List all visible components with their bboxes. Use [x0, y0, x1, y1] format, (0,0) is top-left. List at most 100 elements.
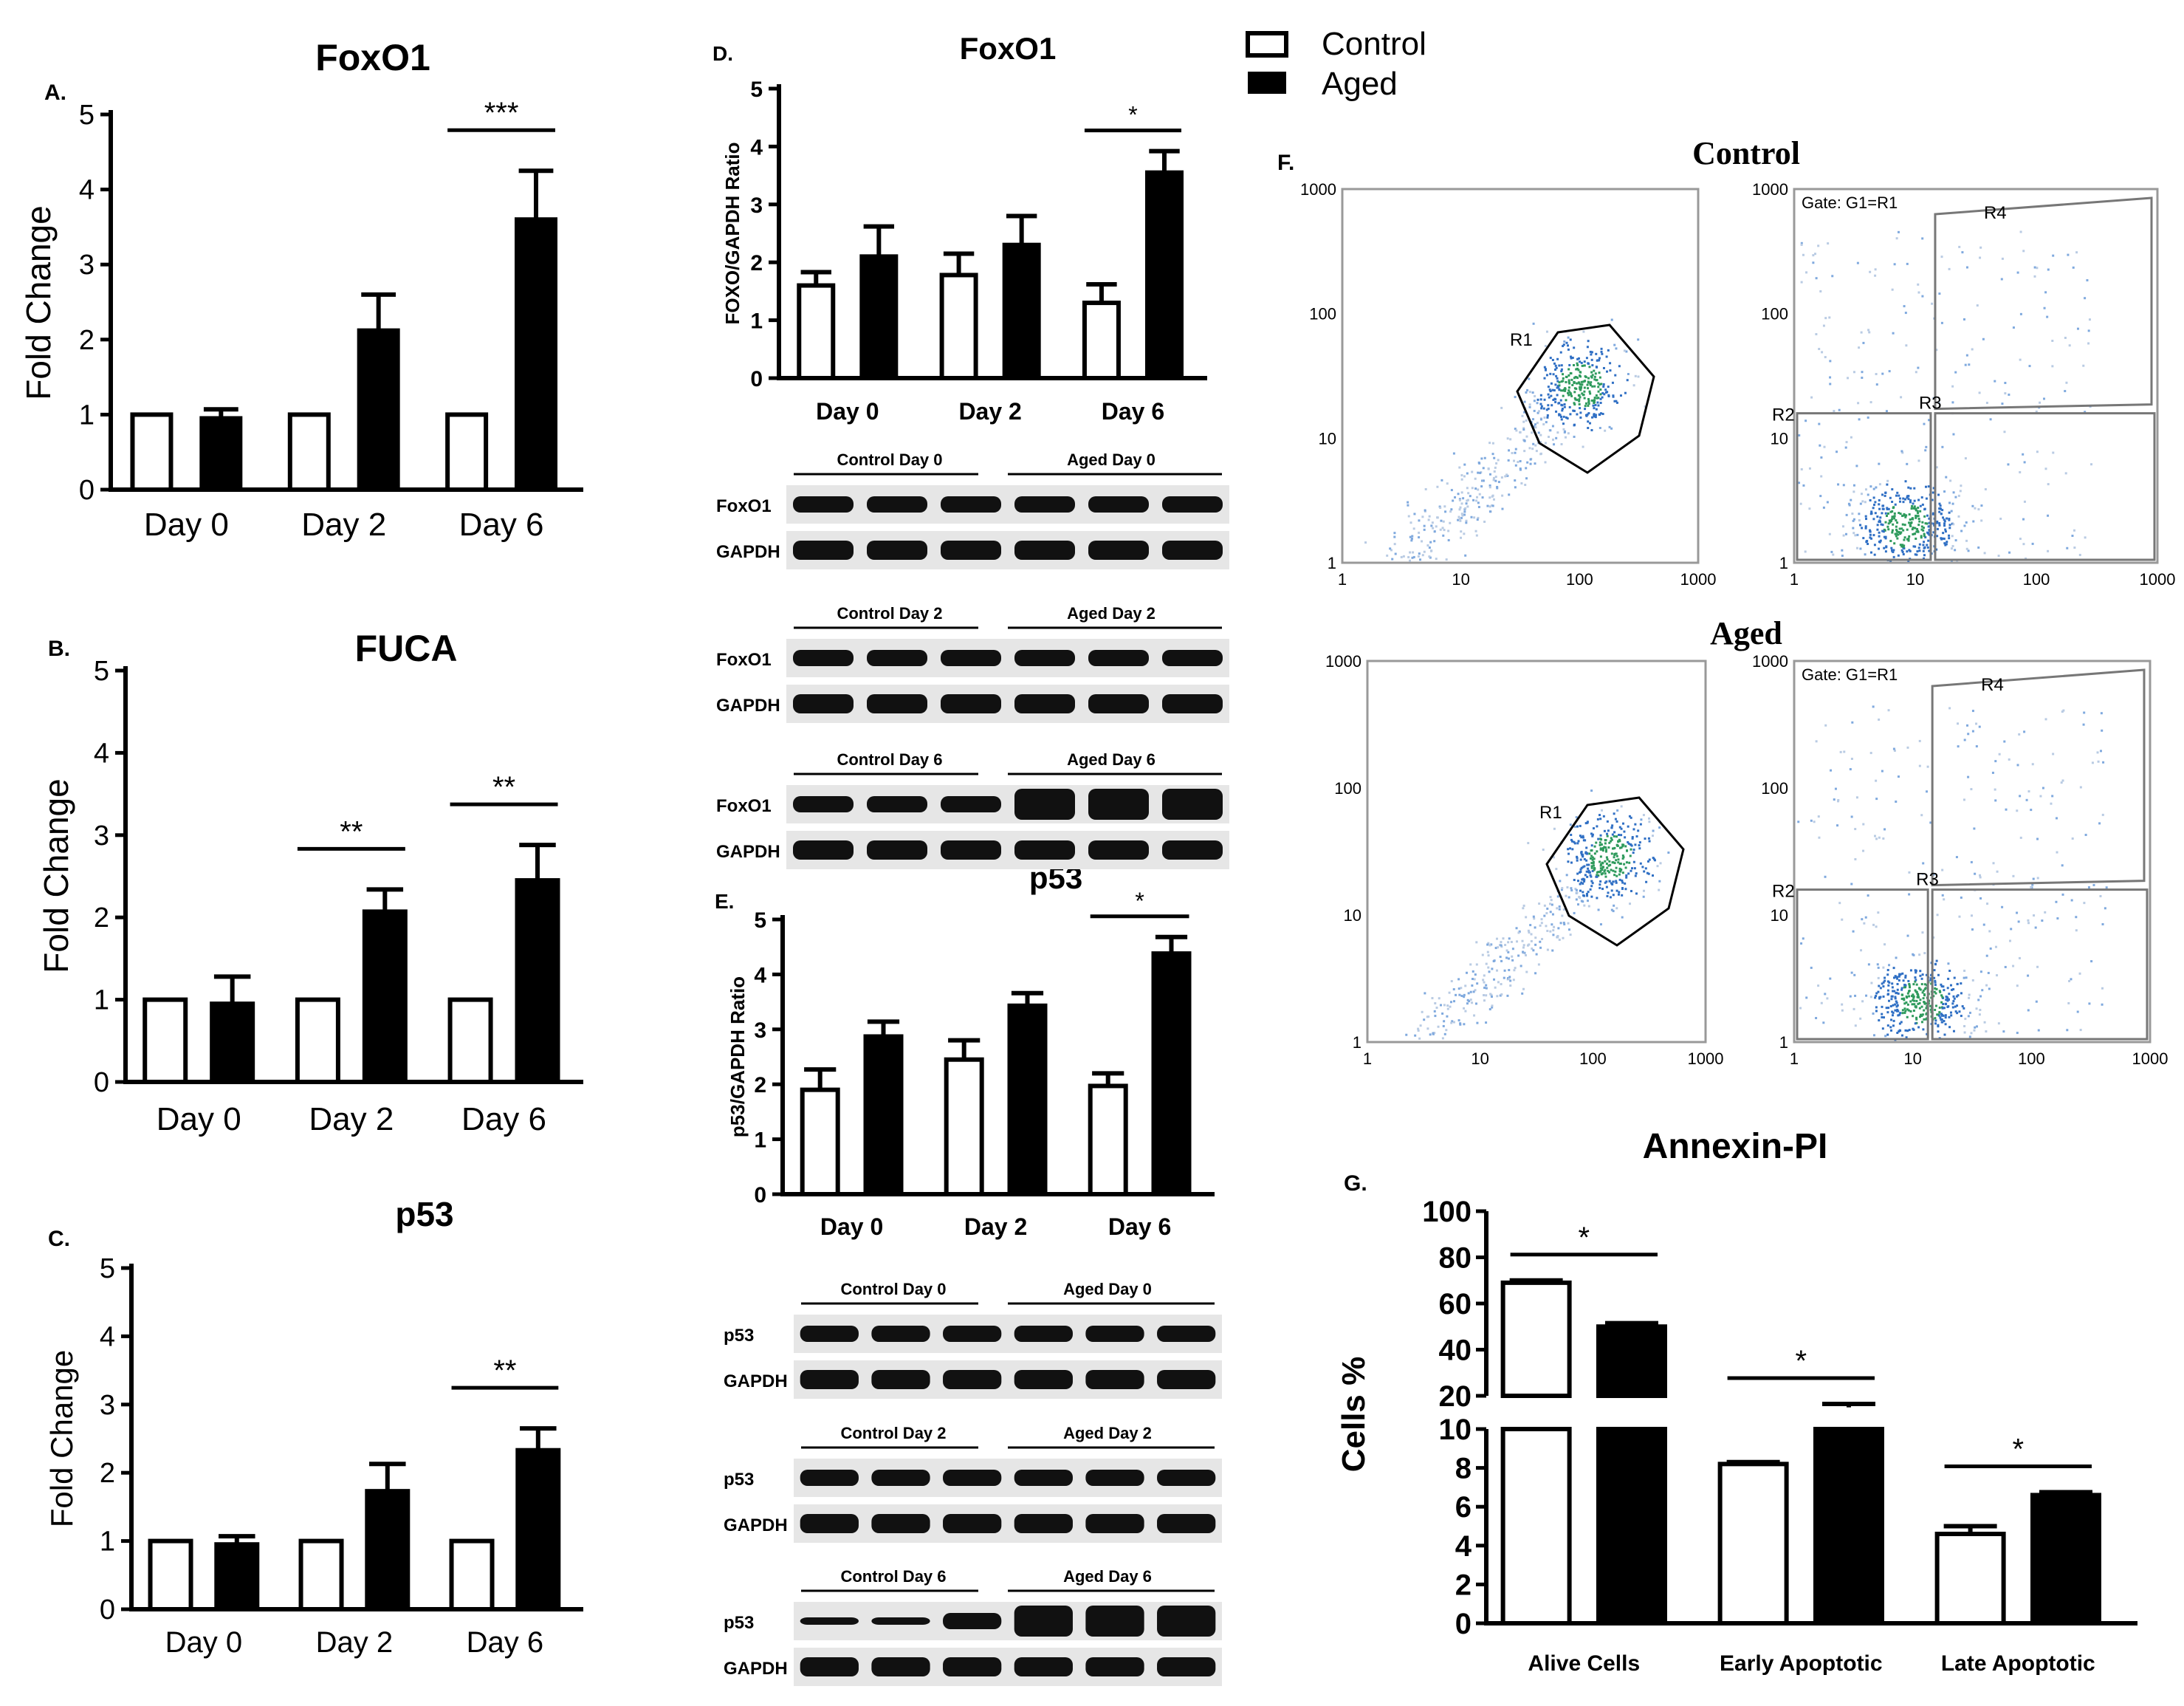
- scatter-point: [2036, 451, 2039, 453]
- scatter-point: [1815, 333, 1818, 336]
- scatter-point: [1579, 883, 1582, 885]
- scatter-point: [1627, 372, 1630, 375]
- scatter-point: [1585, 859, 1588, 862]
- scatter-point: [1901, 972, 1904, 975]
- scatter-point: [1635, 892, 1638, 895]
- scatter-point: [1896, 977, 1899, 980]
- y-tick-label: 1: [754, 1128, 766, 1153]
- scatter-point: [1903, 547, 1906, 550]
- scatter-point: [2005, 808, 2008, 811]
- scatter-point: [1435, 1006, 1438, 1009]
- scatter-point: [1450, 489, 1453, 492]
- scatter-point: [1918, 1001, 1921, 1004]
- scatter-point: [1872, 507, 1875, 510]
- scatter-point: [1613, 835, 1615, 837]
- scatter-point: [1906, 1030, 1909, 1032]
- scatter-point: [1497, 459, 1500, 462]
- scatter-point: [1458, 518, 1461, 521]
- scatter-point: [1610, 318, 1613, 321]
- scatter-point: [1902, 497, 1905, 500]
- scatter-point: [1912, 998, 1915, 1001]
- scatter-point: [1864, 527, 1867, 530]
- scatter-point: [1968, 996, 1971, 999]
- scatter-point: [1493, 978, 1496, 981]
- scatter-point: [1557, 402, 1560, 405]
- scatter-point: [1883, 494, 1886, 497]
- bar-control: [797, 283, 836, 380]
- significance-label: *: [1128, 102, 1137, 129]
- scatter-point: [1584, 376, 1587, 379]
- y-tick-label: 4: [79, 175, 95, 206]
- scatter-point: [1474, 530, 1477, 532]
- scatter-point: [1812, 261, 1815, 264]
- blot-row-label: p53: [724, 1326, 754, 1346]
- scatter-point: [1634, 374, 1637, 377]
- scatter-point: [1898, 527, 1901, 530]
- scatter-point: [1610, 840, 1613, 843]
- scatter-point: [1875, 925, 1878, 928]
- scatter-point: [1576, 859, 1579, 862]
- scatter-point: [2044, 718, 2047, 721]
- scatter-point: [1522, 420, 1525, 423]
- bar-aged: [515, 1448, 561, 1612]
- scatter-point: [1914, 527, 1917, 530]
- scatter-point: [1865, 540, 1868, 543]
- scatter-point: [1602, 866, 1605, 869]
- legend: Control Aged: [1246, 26, 1426, 102]
- scatter-point: [2031, 763, 2034, 766]
- scatter-point: [1494, 947, 1497, 950]
- scatter-point: [1443, 505, 1446, 508]
- bar-control: [800, 1087, 840, 1197]
- scatter-point: [1483, 974, 1486, 977]
- x-tick-label: Day 2: [964, 1213, 1027, 1240]
- scatter-point: [1962, 976, 1965, 979]
- scatter-point: [1553, 827, 1556, 830]
- scatter-point: [1874, 268, 1877, 271]
- scatter-point: [1549, 429, 1552, 432]
- scatter-point: [1940, 537, 1943, 540]
- scatter-point: [1591, 882, 1594, 885]
- scatter-point: [1864, 488, 1867, 491]
- scatter-point: [1487, 467, 1490, 470]
- scatter-point: [1851, 721, 1854, 724]
- scatter-point: [1934, 981, 1937, 984]
- scatter-point: [1986, 902, 1989, 905]
- scatter-point: [1973, 827, 1976, 830]
- blot-control-label: Control Day 6: [840, 1567, 946, 1586]
- scatter-point: [2071, 837, 2074, 840]
- scatter-point: [1615, 400, 1618, 402]
- panel-label: D.: [712, 42, 733, 65]
- scatter-point: [1883, 535, 1886, 538]
- scatter-point: [1638, 847, 1641, 850]
- scatter-point: [1952, 433, 1955, 436]
- scatter-point: [1852, 527, 1855, 530]
- panel-f-label: F.: [1277, 151, 1294, 175]
- scatter-point: [1944, 1002, 1947, 1005]
- scatter-point: [1889, 1026, 1892, 1029]
- scatter-point: [1458, 499, 1461, 501]
- bar-aged: [515, 878, 560, 1084]
- scatter-point: [1434, 1002, 1437, 1005]
- scatter-point: [1812, 254, 1815, 257]
- scatter-point: [1566, 391, 1569, 394]
- scatter-point: [1428, 555, 1431, 558]
- scatter-point: [1511, 959, 1514, 962]
- y-tick-label: 5: [754, 908, 766, 933]
- scatter-point: [1494, 479, 1497, 482]
- scatter-point: [1618, 838, 1621, 841]
- scatter-point: [1897, 533, 1900, 536]
- scatter-point: [1935, 548, 1938, 551]
- region-label: R2: [1772, 882, 1795, 902]
- scatter-point: [1981, 989, 1984, 992]
- scatter-point: [1875, 995, 1878, 998]
- scatter-point: [1488, 473, 1491, 476]
- scatter-point: [1474, 973, 1477, 976]
- scatter-point: [1458, 508, 1461, 511]
- scatter-point: [1864, 501, 1867, 504]
- scatter-point: [1469, 963, 1472, 966]
- scatter-point: [1895, 530, 1898, 532]
- scatter-point: [1590, 895, 1593, 898]
- scatter-point: [2037, 1029, 2040, 1032]
- scatter-point: [1898, 512, 1900, 515]
